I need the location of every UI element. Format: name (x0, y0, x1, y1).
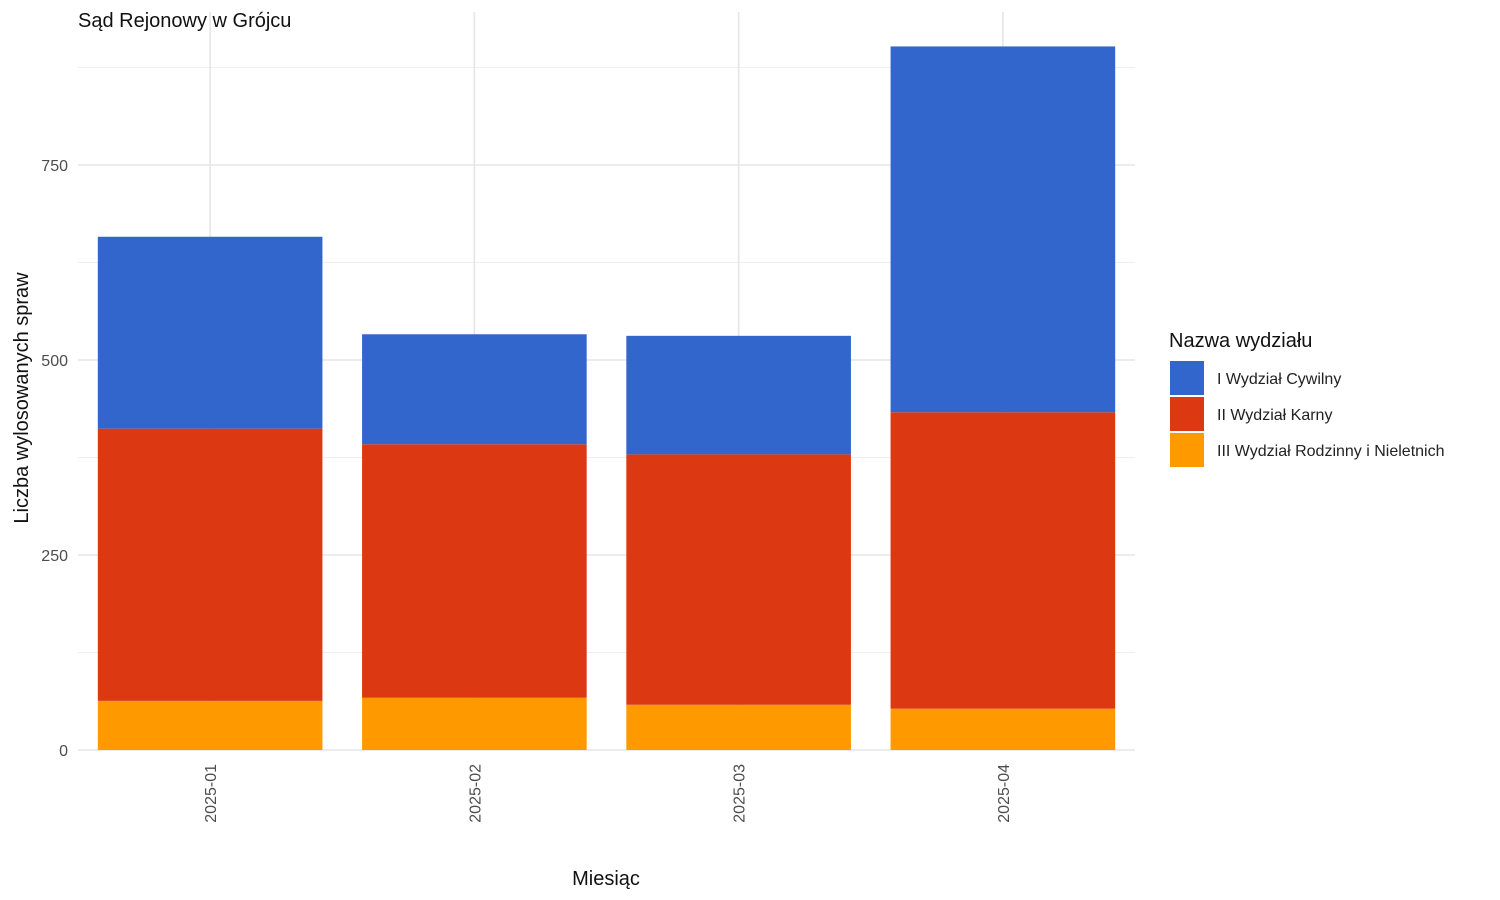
y-axis-ticks: 0 250 500 750 (41, 158, 68, 760)
bars (97, 46, 1116, 750)
legend-swatch-i-wydzia-cywilny (1170, 361, 1204, 395)
y-tick-label: 0 (59, 743, 68, 760)
bar-iii-wydzia-rodzinny-i-nieletnich-2025-01 (97, 700, 323, 750)
bar-iii-wydzia-rodzinny-i-nieletnich-2025-03 (626, 704, 851, 750)
legend: Nazwa wydziału I Wydział Cywilny II Wydzi… (1169, 330, 1445, 467)
bar-ii-wydzia-karny-2025-02 (362, 444, 587, 698)
x-axis-ticks: 2025-01 2025-02 2025-03 2025-04 (203, 764, 1013, 823)
legend-label-iii-wydzia-rodzinny-i-nieletnich: III Wydział Rodzinny i Nieletnich (1217, 443, 1445, 460)
x-tick-label: 2025-04 (996, 764, 1013, 823)
legend-label-i-wydzia-cywilny: I Wydział Cywilny (1217, 371, 1341, 388)
bar-ii-wydzia-karny-2025-03 (626, 454, 851, 705)
y-tick-label: 750 (41, 158, 68, 175)
bar-i-wydzia-cywilny-2025-01 (97, 236, 323, 429)
bar-ii-wydzia-karny-2025-01 (97, 428, 323, 701)
legend-label-ii-wydzia-karny: II Wydział Karny (1217, 407, 1332, 424)
legend-swatch-ii-wydzia-karny (1170, 397, 1204, 431)
bar-i-wydzia-cywilny-2025-03 (626, 335, 851, 455)
bar-i-wydzia-cywilny-2025-02 (362, 334, 587, 445)
y-tick-label: 250 (41, 548, 68, 565)
chart-title: Sąd Rejonowy w Grójcu (78, 10, 291, 32)
x-tick-label: 2025-01 (203, 764, 220, 823)
x-tick-label: 2025-02 (467, 764, 484, 823)
x-axis-label: Miesiąc (572, 868, 640, 890)
bar-ii-wydzia-karny-2025-04 (890, 412, 1116, 709)
y-axis-label: Liczba wylosowanych spraw (11, 272, 33, 524)
bar-iii-wydzia-rodzinny-i-nieletnich-2025-04 (890, 708, 1116, 750)
bar-iii-wydzia-rodzinny-i-nieletnich-2025-02 (362, 697, 587, 750)
legend-swatch-iii-wydzia-rodzinny-i-nieletnich (1170, 433, 1204, 467)
y-tick-label: 500 (41, 353, 68, 370)
legend-title: Nazwa wydziału (1169, 330, 1312, 352)
bar-i-wydzia-cywilny-2025-04 (890, 46, 1116, 413)
x-tick-label: 2025-03 (732, 764, 749, 823)
